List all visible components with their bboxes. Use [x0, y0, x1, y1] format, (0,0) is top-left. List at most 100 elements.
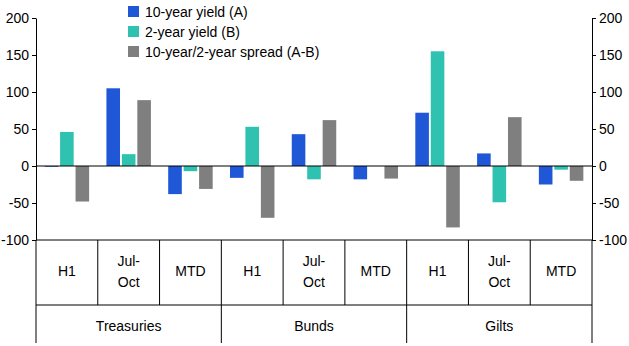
tick-label: 150 — [6, 47, 30, 63]
bar — [323, 120, 337, 166]
bar — [168, 166, 182, 194]
tick: 200 — [592, 10, 623, 26]
tick-label: 50 — [599, 121, 615, 137]
tick: 150 — [592, 47, 623, 63]
tick-mark — [592, 166, 596, 167]
tick: -100 — [1, 232, 36, 248]
bar — [76, 166, 90, 202]
tick: 100 — [592, 84, 623, 100]
legend-label: 2-year yield (B) — [145, 24, 240, 40]
axis-line — [36, 305, 592, 306]
bar — [245, 127, 259, 166]
category-label: Jul-Oct — [117, 253, 140, 290]
tick-label: -100 — [599, 232, 627, 248]
tick-mark — [592, 129, 596, 130]
bar — [508, 117, 522, 166]
category-separator — [36, 240, 37, 343]
legend-swatch — [128, 46, 139, 57]
tick-mark — [592, 55, 596, 56]
category-label: MTD — [546, 263, 576, 279]
y-axis: -100 -50 0 50 100 150 200 — [592, 10, 627, 248]
bar — [60, 132, 74, 166]
bar — [493, 166, 507, 202]
bar — [431, 51, 445, 166]
chart: -100 -50 0 50 100 150 200 -100 -50 0 50 100 150 200 H1… — [0, 0, 629, 346]
bar — [554, 166, 568, 170]
legend-swatch — [128, 26, 139, 37]
tick-mark — [32, 129, 36, 130]
bar — [230, 166, 244, 178]
legend-label: 10-year yield (A) — [145, 4, 248, 20]
axis-line — [36, 19, 37, 241]
tick-label: 150 — [599, 47, 623, 63]
category-label: H1 — [243, 263, 261, 279]
tick: 50 — [13, 121, 36, 137]
bar — [446, 166, 460, 227]
bars — [45, 51, 584, 227]
bar — [539, 166, 553, 185]
tick-mark — [592, 240, 596, 241]
category-label: H1 — [58, 263, 76, 279]
group-label: Gilts — [485, 318, 513, 334]
zero-line — [36, 166, 592, 167]
bar — [307, 166, 321, 179]
tick-mark — [32, 55, 36, 56]
bar — [122, 154, 136, 166]
bar — [199, 166, 213, 189]
tick-label: 100 — [6, 84, 30, 100]
group-label: Treasuries — [96, 318, 162, 334]
tick-label: -100 — [1, 232, 29, 248]
y-axis: -100 -50 0 50 100 150 200 — [1, 10, 37, 248]
category-label: H1 — [429, 263, 447, 279]
axis-line — [36, 240, 592, 241]
tick-label: 50 — [13, 121, 29, 137]
tick: 200 — [6, 10, 36, 26]
category-label: MTD — [361, 263, 391, 279]
tick: -50 — [592, 195, 619, 211]
group-label: Bunds — [294, 318, 334, 334]
tick-mark — [32, 18, 36, 19]
category-separator — [530, 240, 531, 305]
tick-mark — [32, 240, 36, 241]
tick: 0 — [592, 158, 607, 174]
tick-label: 200 — [599, 10, 623, 26]
category-separator — [283, 240, 284, 305]
category-label: Jul-Oct — [303, 253, 326, 290]
tick-mark — [592, 18, 596, 19]
bar — [415, 113, 429, 166]
tick-mark — [32, 203, 36, 204]
category-separator — [221, 240, 222, 343]
bar — [261, 166, 275, 218]
bar — [354, 166, 368, 179]
tick-label: -50 — [9, 195, 29, 211]
category-separator — [159, 240, 160, 305]
tick-mark — [592, 92, 596, 93]
tick-label: 0 — [599, 158, 607, 174]
bar — [477, 153, 491, 166]
category-label: Jul-Oct — [488, 253, 511, 290]
category-separator — [592, 240, 593, 343]
bar — [384, 166, 398, 179]
category-separator — [468, 240, 469, 305]
legend-swatch — [128, 6, 139, 17]
bar — [137, 100, 151, 166]
tick: 0 — [21, 158, 36, 174]
category-separator — [97, 240, 98, 305]
tick-label: 200 — [6, 10, 30, 26]
x-axis: H1Jul-OctMTDH1Jul-OctMTDH1Jul-OctMTDTrea… — [36, 240, 592, 343]
tick-label: 100 — [599, 84, 623, 100]
legend-label: 10-year/2-year spread (A-B) — [145, 44, 319, 60]
bar — [184, 166, 198, 171]
bar — [292, 134, 306, 166]
category-separator — [344, 240, 345, 305]
tick-mark — [32, 92, 36, 93]
legend: 10-year yield (A) 2-year yield (B) 10-year… — [128, 4, 319, 60]
category-separator — [406, 240, 407, 343]
tick: -100 — [592, 232, 627, 248]
bar — [570, 166, 584, 181]
tick-mark — [592, 203, 596, 204]
tick: 150 — [6, 47, 36, 63]
bar — [106, 88, 120, 166]
tick: 100 — [6, 84, 36, 100]
tick-label: 0 — [21, 158, 29, 174]
